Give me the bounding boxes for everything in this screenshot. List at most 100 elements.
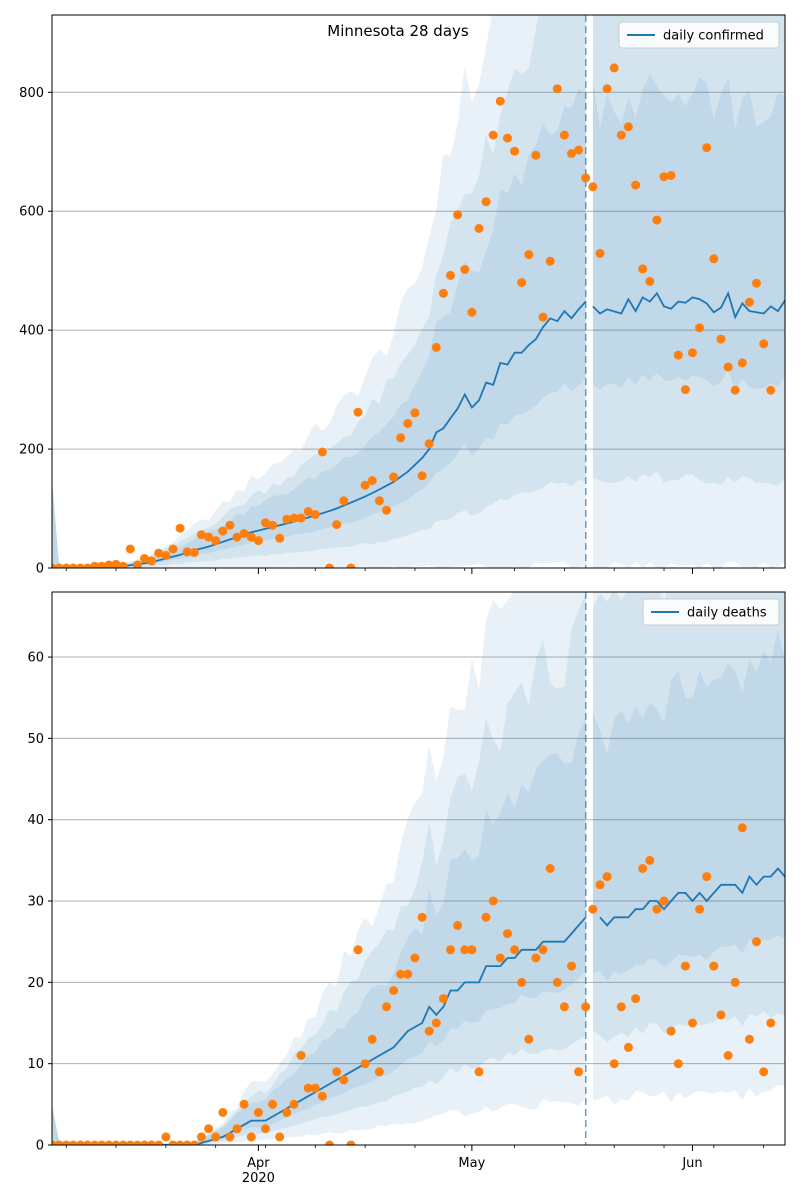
- confirmed-data-point: [325, 563, 334, 568]
- confirmed-panel: 0 200 400 600 800 daily confirmed: [19, 14, 786, 577]
- confirmed-plot-area: [52, 15, 785, 568]
- deaths-data-point: [111, 1140, 121, 1145]
- confirmed-line-forecast: [592, 290, 785, 320]
- deaths-data-point: [517, 977, 527, 987]
- confirmed-legend: daily confirmed: [618, 21, 780, 49]
- confirmed-data-point: [282, 514, 292, 524]
- deaths-data-point: [709, 961, 719, 971]
- deaths-data-point: [623, 1042, 633, 1052]
- confirmed-data-point: [403, 419, 413, 428]
- deaths-data-point: [189, 1140, 199, 1145]
- deaths-data-point: [695, 904, 705, 914]
- deaths-legend-box: [642, 598, 780, 626]
- confirmed-band-p25-p75: [52, 15, 586, 568]
- confirmed-band-p25-p75: [592, 15, 785, 486]
- deaths-data-point: [666, 1026, 676, 1036]
- deaths-data-point: [495, 953, 505, 963]
- deaths-data-point: [574, 1067, 584, 1077]
- deaths-data-point: [659, 896, 669, 906]
- confirmed-data-point: [232, 532, 242, 542]
- deaths-data-point: [595, 880, 605, 890]
- confirmed-data-point: [168, 544, 178, 554]
- deaths-data-point: [446, 945, 455, 955]
- deaths-axes-frame: [51, 591, 786, 1146]
- confirmed-line-fit: [52, 300, 587, 568]
- deaths-data-point: [730, 977, 740, 987]
- confirmed-data-point: [495, 96, 505, 106]
- deaths-data-point: [588, 904, 598, 914]
- deaths-line-fit: [52, 916, 587, 1145]
- confirmed-data-point: [574, 145, 584, 155]
- deaths-band-p5-p95: [592, 592, 785, 1105]
- deaths-data-point: [61, 1140, 71, 1145]
- confirmed-band-p5-p95: [592, 15, 785, 568]
- deaths-data-point: [104, 1140, 114, 1145]
- confirmed-data-point: [132, 560, 142, 568]
- deaths-data-point: [609, 1059, 619, 1069]
- confirmed-data-point: [645, 276, 655, 286]
- deaths-data-point: [353, 945, 363, 955]
- confirmed-data-point: [680, 385, 690, 395]
- deaths-data-point: [268, 1099, 278, 1109]
- confirmed-data-point: [61, 563, 71, 568]
- deaths-data-point: [531, 953, 541, 963]
- deaths-data-point: [218, 1108, 228, 1117]
- deaths-data-point: [182, 1140, 192, 1145]
- deaths-data-point: [403, 969, 413, 979]
- deaths-ytick-label: 30: [27, 895, 44, 910]
- confirmed-data-point: [154, 548, 164, 558]
- deaths-data-point: [232, 1124, 242, 1134]
- confirmed-data-point: [737, 358, 747, 368]
- confirmed-data-point: [204, 532, 214, 542]
- confirmed-data-point: [631, 180, 641, 190]
- deaths-data-point: [680, 961, 690, 971]
- confirmed-data-point: [609, 63, 619, 73]
- deaths-year-label: 2020: [242, 1171, 275, 1186]
- confirmed-legend-box: [618, 21, 780, 49]
- deaths-data-point: [147, 1140, 157, 1145]
- deaths-data-point: [759, 1067, 769, 1077]
- confirmed-data-point: [424, 439, 434, 449]
- deaths-data-point: [567, 961, 576, 971]
- confirmed-data-point: [431, 342, 441, 352]
- deaths-data-point: [97, 1140, 107, 1145]
- confirmed-band-p40-p60: [592, 73, 785, 391]
- confirmed-axes-frame: [51, 14, 786, 569]
- confirmed-ytick-label: 400: [19, 324, 44, 339]
- confirmed-data-point: [211, 536, 221, 546]
- confirmed-data-point: [567, 149, 576, 158]
- confirmed-data-point: [766, 385, 776, 395]
- deaths-data-point: [460, 945, 470, 955]
- deaths-data-point: [310, 1083, 320, 1093]
- deaths-data-point: [389, 986, 399, 995]
- confirmed-data-point: [189, 548, 199, 557]
- confirmed-data-point: [602, 84, 612, 94]
- confirmed-data-point: [595, 248, 605, 258]
- deaths-data-point: [118, 1140, 128, 1145]
- deaths-data-point: [410, 953, 420, 963]
- confirmed-legend-label: daily confirmed: [663, 29, 764, 44]
- deaths-data-point: [467, 945, 477, 955]
- deaths-data-point: [296, 1051, 306, 1060]
- deaths-data-point: [374, 1067, 384, 1077]
- deaths-data-point: [239, 1099, 249, 1109]
- deaths-data-point: [616, 1002, 626, 1012]
- confirmed-data-point: [261, 518, 270, 528]
- confirmed-data-point: [118, 561, 128, 568]
- confirmed-data-point: [268, 520, 278, 530]
- deaths-data-point: [396, 969, 406, 979]
- deaths-data-point: [76, 1140, 85, 1145]
- deaths-data-point: [90, 1140, 100, 1145]
- confirmed-data-point: [225, 520, 235, 530]
- confirmed-data-point: [389, 472, 399, 482]
- deaths-data-point: [339, 1075, 349, 1085]
- confirmed-data-point: [125, 544, 135, 554]
- confirmed-data-point: [438, 288, 448, 298]
- deaths-data-point: [453, 920, 463, 930]
- confirmed-data-point: [695, 323, 705, 333]
- deaths-data-point: [275, 1132, 285, 1142]
- deaths-data-point: [524, 1034, 534, 1044]
- confirmed-data-point: [410, 408, 420, 418]
